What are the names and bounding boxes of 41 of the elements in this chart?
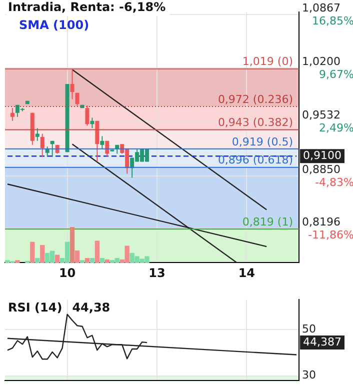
chart-subtitle: 44,38 [72, 300, 110, 315]
bar [90, 258, 95, 263]
y-tick-label: 30 [302, 368, 316, 382]
bar [100, 258, 104, 263]
y2-tick-label: 2,49% [319, 121, 353, 134]
ref-line-label: 0,943 (0.382) [218, 116, 293, 130]
y-tick-label: 0,8196 [302, 215, 340, 228]
bar [70, 226, 75, 263]
x-tick-label: 10 [58, 266, 76, 280]
y-tick-label: 1,0867 [302, 2, 340, 14]
bar [25, 260, 30, 263]
y-tick-label: 1,0200 [302, 54, 340, 68]
chart-title: Intradia, Renta: -6,18% [8, 0, 166, 14]
y2-tick-label: 16,85% [312, 14, 353, 28]
bar [104, 259, 110, 263]
ref-line-label: 0,972 (0.236) [218, 92, 293, 106]
bar [84, 258, 90, 263]
text: 44,387 [303, 335, 342, 348]
ref-line-label: 0,896 (0.618) [218, 154, 293, 167]
y-tick-label: 50 [302, 322, 316, 336]
bar [30, 241, 35, 263]
bar [54, 254, 60, 263]
text: SMA (100) [19, 18, 90, 32]
chart-title: RSI (14) [8, 300, 62, 315]
ref-line-label: 1,019 (0) [242, 55, 293, 68]
y2-tick-label: -4,83% [315, 176, 353, 189]
bar [80, 260, 85, 263]
y-tick-label: 0,8850 [302, 162, 340, 176]
x-tick-label: 14 [238, 266, 256, 280]
bar [15, 260, 20, 263]
ref-line-label: 0,919 (0.5) [232, 135, 293, 148]
bar [74, 250, 80, 263]
y2-tick-label: -11,86% [308, 228, 353, 242]
text: 0,9100 [303, 148, 342, 162]
bar [94, 240, 100, 263]
bar [40, 244, 45, 263]
bar [35, 258, 40, 263]
y2-tick-label: 9,67% [319, 68, 353, 81]
y-tick-label: 0,9532 [302, 108, 340, 122]
x-tick-label: 13 [148, 266, 166, 280]
ref-line-label: 0,819 (1) [242, 215, 293, 228]
